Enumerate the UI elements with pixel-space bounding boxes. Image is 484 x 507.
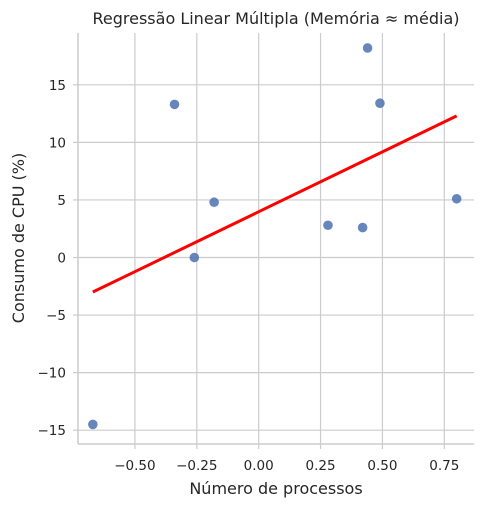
data-point (357, 222, 368, 233)
x-tick-label: 0.50 (367, 458, 397, 474)
data-points (88, 43, 462, 430)
y-tick-label: −10 (38, 366, 67, 382)
data-point (362, 43, 373, 53)
axes-spines (77, 33, 474, 445)
data-point (189, 252, 200, 263)
y-axis-label: Consumo de CPU (%) (9, 153, 28, 323)
regression-line-layer (92, 114, 458, 294)
x-tick-label: −0.50 (114, 458, 155, 474)
y-tick-label: 15 (49, 78, 66, 94)
y-tick-label: 0 (57, 250, 66, 266)
y-tick-label: 5 (57, 193, 66, 209)
data-point (169, 99, 180, 110)
x-tick-label: 0.75 (429, 458, 459, 474)
chart-title: Regressão Linear Múltipla (Memória ≈ méd… (93, 9, 460, 28)
y-tick-label: −5 (46, 308, 66, 324)
data-point (88, 419, 98, 430)
x-tick-label: −0.25 (176, 458, 217, 474)
grid (78, 33, 474, 444)
y-tick-label: −15 (38, 423, 67, 439)
data-point (375, 98, 385, 109)
data-point (209, 197, 219, 208)
data-point (451, 193, 462, 204)
regression-line (92, 114, 458, 294)
x-tick-label: 0.00 (244, 458, 274, 474)
x-axis-label: Número de processos (189, 479, 362, 498)
data-point (323, 220, 333, 231)
y-tick-label: 10 (49, 135, 66, 151)
ticks: −0.50 −0.25 0.00 0.25 0.50 0.75 −15 −10 −5 0 5 10 15 (38, 78, 460, 474)
x-tick-label: 0.25 (306, 458, 336, 474)
